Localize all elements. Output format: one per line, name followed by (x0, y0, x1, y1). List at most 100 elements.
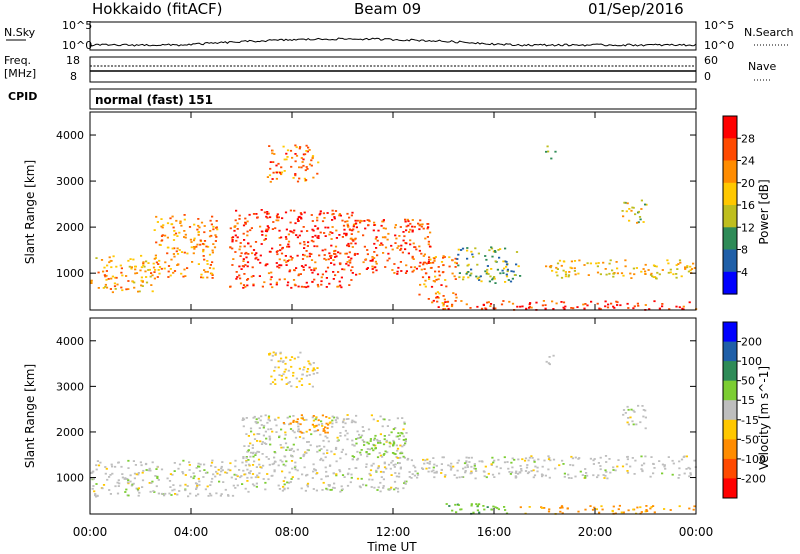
data-cell (318, 445, 321, 447)
data-cell (294, 174, 297, 177)
data-cell (331, 422, 334, 425)
data-cell (110, 260, 113, 262)
data-cell (334, 274, 337, 277)
data-cell (451, 303, 454, 306)
data-cell (644, 455, 647, 458)
data-cell (355, 467, 358, 469)
data-cell (375, 247, 378, 249)
data-cell (300, 414, 303, 417)
data-cell (278, 488, 281, 490)
data-cell (267, 226, 270, 229)
data-cell (658, 307, 661, 310)
data-cell (503, 461, 507, 464)
data-cell (454, 266, 457, 268)
data-cell (344, 429, 347, 432)
data-cell (284, 362, 287, 365)
data-cell (312, 368, 315, 371)
data-cell (203, 225, 206, 227)
data-cell (231, 264, 234, 266)
data-cell (129, 258, 132, 260)
data-cell (647, 269, 650, 271)
data-cell (509, 280, 513, 283)
data-cell (240, 252, 243, 255)
data-cell (305, 452, 308, 454)
data-cell (394, 224, 397, 226)
data-cell (427, 226, 430, 229)
data-cell (255, 213, 258, 215)
data-cell (544, 304, 547, 306)
data-cell (418, 293, 421, 296)
data-cell (285, 228, 288, 231)
data-cell (158, 259, 161, 262)
data-cell (431, 301, 434, 304)
data-cell (300, 417, 303, 419)
data-cell (314, 267, 317, 270)
nsearch-tick-top: 10^5 (704, 19, 734, 32)
data-cell (251, 464, 255, 466)
data-cell (560, 505, 564, 507)
data-cell (348, 251, 351, 254)
data-cell (236, 228, 239, 230)
data-cell (300, 384, 304, 386)
data-cell (196, 243, 199, 246)
data-cell (252, 283, 255, 286)
data-cell (296, 421, 299, 423)
data-cell (337, 251, 340, 254)
data-cell (215, 227, 218, 229)
data-cell (488, 249, 491, 252)
data-cell (344, 220, 347, 223)
data-cell (597, 262, 600, 264)
data-cell (683, 472, 686, 475)
data-cell (627, 423, 630, 426)
data-cell (455, 262, 458, 265)
data-cell (443, 256, 446, 258)
data-cell (359, 453, 362, 456)
data-cell (173, 270, 177, 272)
data-cell (197, 462, 200, 465)
data-cell (526, 472, 530, 475)
data-cell (649, 475, 652, 478)
data-cell (346, 432, 349, 435)
time-tick-label: 04:00 (174, 525, 209, 539)
data-cell (207, 495, 210, 497)
data-cell (258, 463, 261, 466)
data-cell (340, 485, 343, 488)
data-cell (562, 269, 565, 272)
data-cell (448, 265, 451, 268)
data-cell (375, 470, 378, 473)
data-cell (663, 508, 666, 510)
data-cell (328, 252, 331, 255)
data-cell (346, 261, 349, 263)
data-cell (599, 468, 602, 471)
data-cell (265, 263, 268, 266)
data-cell (106, 264, 109, 267)
data-cell (256, 450, 259, 453)
data-cell (509, 473, 512, 475)
data-cell (350, 473, 353, 476)
data-cell (465, 272, 468, 275)
data-cell (302, 269, 305, 271)
data-cell (322, 428, 325, 430)
data-cell (438, 292, 441, 295)
data-cell (668, 308, 671, 310)
data-cell (342, 224, 346, 227)
data-cell (615, 261, 618, 263)
data-cell (549, 459, 552, 462)
data-cell (499, 272, 502, 275)
data-cell (268, 437, 272, 440)
data-cell (104, 472, 107, 475)
data-cell (352, 456, 356, 458)
data-cell (403, 456, 406, 459)
data-cell (435, 471, 438, 474)
data-cell (220, 470, 223, 473)
data-cell (204, 472, 208, 474)
data-cell (209, 484, 212, 486)
colorbar-tick-label: -50 (741, 433, 759, 446)
data-cell (675, 273, 678, 275)
data-cell (347, 264, 350, 267)
data-cell (351, 455, 354, 457)
data-cell (332, 271, 335, 273)
colorbar-tick-label: 200 (741, 336, 762, 349)
data-cell (282, 485, 285, 488)
